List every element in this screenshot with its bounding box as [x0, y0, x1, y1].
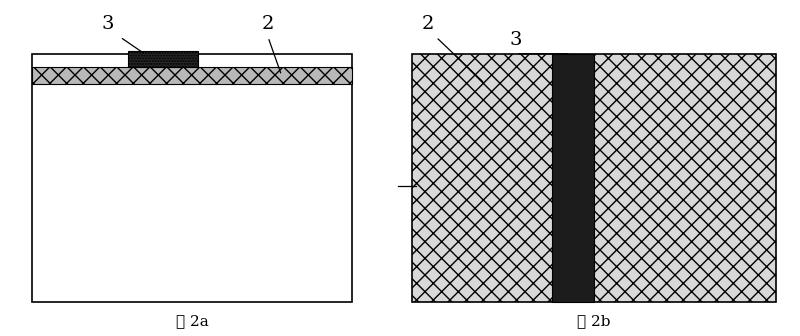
Text: 3: 3: [102, 14, 114, 33]
Bar: [552, 54, 594, 302]
Text: 2: 2: [422, 14, 434, 33]
Text: 图 2a: 图 2a: [176, 314, 208, 328]
Text: 图 2b: 图 2b: [578, 314, 610, 328]
Text: 2: 2: [262, 14, 274, 33]
Text: 3: 3: [510, 31, 522, 49]
Bar: [32, 54, 352, 302]
Bar: [128, 51, 198, 68]
Bar: [32, 68, 352, 84]
Bar: [412, 54, 776, 302]
